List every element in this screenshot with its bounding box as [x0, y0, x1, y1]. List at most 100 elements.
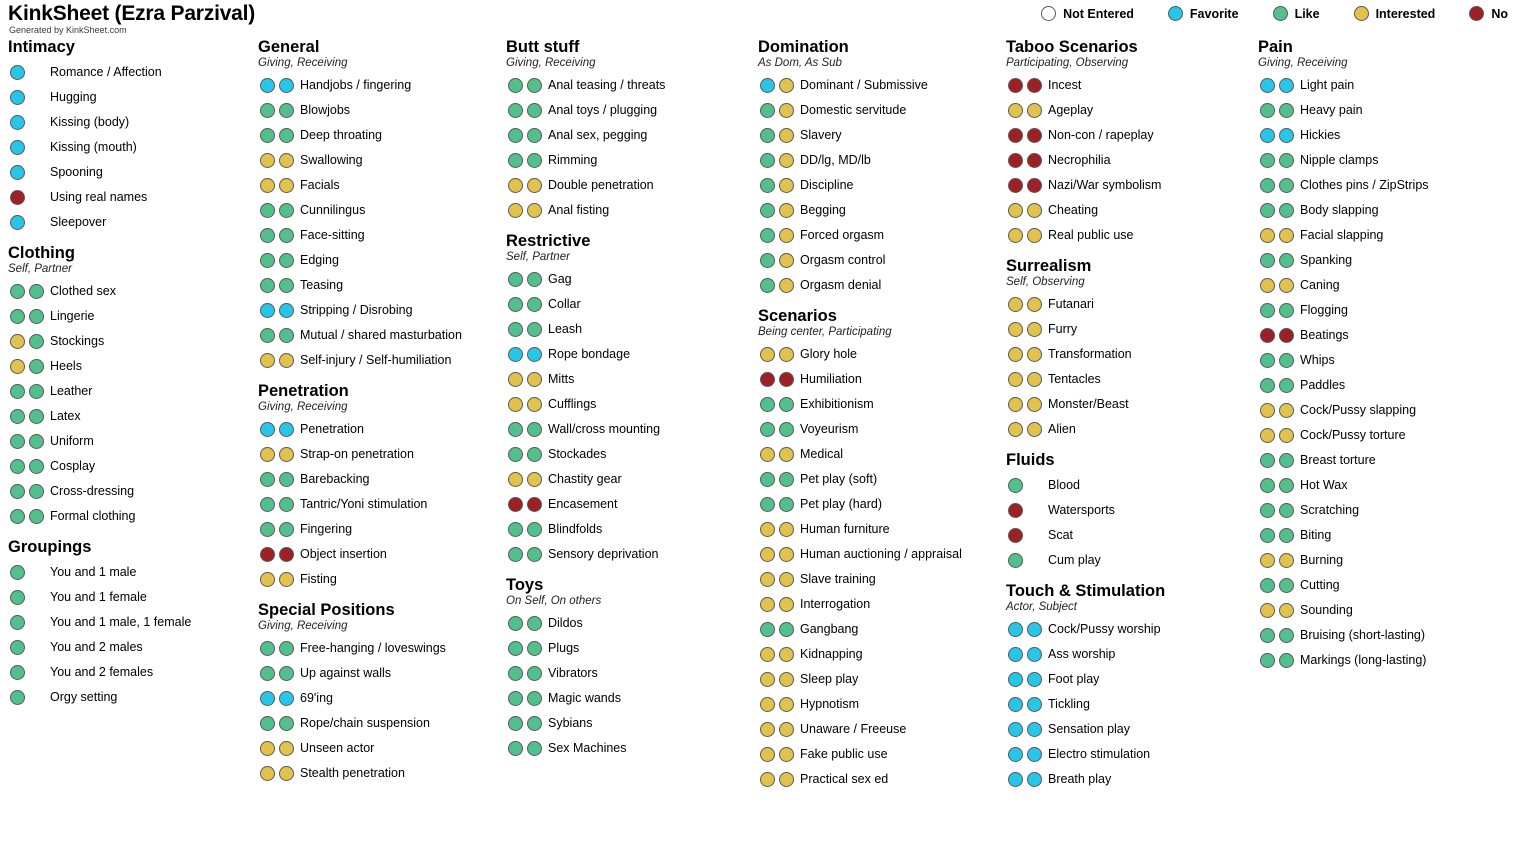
- rating-dot-int-icon[interactable]: [1260, 553, 1275, 568]
- kink-row[interactable]: Beatings: [1258, 323, 1514, 348]
- rating-dot-int-icon[interactable]: [1008, 422, 1023, 437]
- rating-dot-fav-icon[interactable]: [1008, 772, 1023, 787]
- rating-dots[interactable]: [1006, 153, 1048, 168]
- rating-dot-like-icon[interactable]: [29, 409, 44, 424]
- rating-dot-like-icon[interactable]: [279, 666, 294, 681]
- rating-dots[interactable]: [506, 497, 548, 512]
- kink-row[interactable]: Ageplay: [1006, 98, 1256, 123]
- rating-dot-like-icon[interactable]: [10, 640, 25, 655]
- rating-dot-fav-icon[interactable]: [1008, 672, 1023, 687]
- kink-row[interactable]: Mitts: [506, 367, 756, 392]
- kink-row[interactable]: Up against walls: [258, 661, 502, 686]
- rating-dot-fav-icon[interactable]: [1027, 722, 1042, 737]
- rating-dots[interactable]: [1258, 478, 1300, 493]
- rating-dot-no-icon[interactable]: [1008, 528, 1023, 543]
- rating-dot-like-icon[interactable]: [508, 153, 523, 168]
- kink-row[interactable]: Uniform: [8, 429, 258, 454]
- rating-dot-like-icon[interactable]: [760, 103, 775, 118]
- rating-dot-no-icon[interactable]: [508, 497, 523, 512]
- kink-row[interactable]: Kissing (body): [8, 110, 258, 135]
- kink-row[interactable]: Fake public use: [758, 742, 1004, 767]
- rating-dots[interactable]: [758, 697, 800, 712]
- rating-dot-fav-icon[interactable]: [527, 347, 542, 362]
- rating-dots[interactable]: [506, 78, 548, 93]
- rating-dot-like-icon[interactable]: [527, 78, 542, 93]
- kink-row[interactable]: Anal fisting: [506, 198, 756, 223]
- rating-dot-like-icon[interactable]: [527, 103, 542, 118]
- rating-dots[interactable]: [258, 447, 300, 462]
- rating-dot-like-icon[interactable]: [1279, 103, 1294, 118]
- rating-dot-int-icon[interactable]: [508, 372, 523, 387]
- rating-dot-int-icon[interactable]: [1008, 322, 1023, 337]
- kink-row[interactable]: Facial slapping: [1258, 223, 1514, 248]
- rating-dot-like-icon[interactable]: [760, 397, 775, 412]
- rating-dot-like-icon[interactable]: [1008, 553, 1023, 568]
- rating-dot-like-icon[interactable]: [260, 128, 275, 143]
- rating-dots[interactable]: [758, 78, 800, 93]
- rating-dots[interactable]: [758, 103, 800, 118]
- rating-dots[interactable]: [8, 565, 50, 580]
- rating-dot-like-icon[interactable]: [29, 309, 44, 324]
- rating-dots[interactable]: [258, 641, 300, 656]
- rating-dot-like-icon[interactable]: [1279, 578, 1294, 593]
- rating-dot-like-icon[interactable]: [10, 284, 25, 299]
- rating-dot-like-icon[interactable]: [1260, 378, 1275, 393]
- rating-dots[interactable]: [758, 747, 800, 762]
- rating-dots[interactable]: [1006, 347, 1048, 362]
- rating-dots[interactable]: [1006, 297, 1048, 312]
- rating-dot-no-icon[interactable]: [1027, 153, 1042, 168]
- rating-dots[interactable]: [8, 384, 50, 399]
- rating-dot-int-icon[interactable]: [1027, 372, 1042, 387]
- rating-dots[interactable]: [258, 716, 300, 731]
- kink-row[interactable]: Cutting: [1258, 573, 1514, 598]
- rating-dot-like-icon[interactable]: [527, 128, 542, 143]
- kink-row[interactable]: Tentacles: [1006, 367, 1256, 392]
- kink-row[interactable]: Swallowing: [258, 148, 502, 173]
- rating-dot-int-icon[interactable]: [779, 103, 794, 118]
- rating-dot-fav-icon[interactable]: [1027, 647, 1042, 662]
- rating-dot-like-icon[interactable]: [1279, 178, 1294, 193]
- kink-row[interactable]: Electro stimulation: [1006, 742, 1256, 767]
- rating-dot-like-icon[interactable]: [1260, 653, 1275, 668]
- rating-dot-int-icon[interactable]: [779, 522, 794, 537]
- rating-dot-like-icon[interactable]: [508, 297, 523, 312]
- rating-dot-fav-icon[interactable]: [1260, 128, 1275, 143]
- rating-dot-int-icon[interactable]: [1008, 228, 1023, 243]
- rating-dot-int-icon[interactable]: [1008, 103, 1023, 118]
- rating-dots[interactable]: [1258, 503, 1300, 518]
- rating-dots[interactable]: [506, 272, 548, 287]
- rating-dot-like-icon[interactable]: [1260, 628, 1275, 643]
- kink-row[interactable]: Double penetration: [506, 173, 756, 198]
- rating-dot-like-icon[interactable]: [760, 228, 775, 243]
- kink-row[interactable]: You and 2 males: [8, 635, 258, 660]
- rating-dots[interactable]: [506, 666, 548, 681]
- rating-dots[interactable]: [258, 666, 300, 681]
- rating-dot-int-icon[interactable]: [779, 447, 794, 462]
- rating-dot-int-icon[interactable]: [779, 128, 794, 143]
- kink-row[interactable]: Scat: [1006, 523, 1256, 548]
- rating-dot-like-icon[interactable]: [1260, 103, 1275, 118]
- rating-dot-int-icon[interactable]: [760, 672, 775, 687]
- rating-dot-like-icon[interactable]: [1279, 378, 1294, 393]
- kink-row[interactable]: Unseen actor: [258, 736, 502, 761]
- rating-dot-like-icon[interactable]: [527, 297, 542, 312]
- rating-dot-int-icon[interactable]: [779, 597, 794, 612]
- rating-dots[interactable]: [758, 253, 800, 268]
- rating-dot-like-icon[interactable]: [29, 509, 44, 524]
- rating-dot-no-icon[interactable]: [260, 547, 275, 562]
- rating-dot-like-icon[interactable]: [260, 278, 275, 293]
- kink-row[interactable]: Scratching: [1258, 498, 1514, 523]
- rating-dots[interactable]: [258, 153, 300, 168]
- rating-dot-fav-icon[interactable]: [1008, 722, 1023, 737]
- kink-row[interactable]: Monster/Beast: [1006, 392, 1256, 417]
- rating-dot-like-icon[interactable]: [508, 78, 523, 93]
- rating-dots[interactable]: [258, 497, 300, 512]
- rating-dots[interactable]: [758, 278, 800, 293]
- rating-dot-fav-icon[interactable]: [1027, 697, 1042, 712]
- rating-dot-like-icon[interactable]: [527, 666, 542, 681]
- rating-dots[interactable]: [1258, 153, 1300, 168]
- rating-dot-like-icon[interactable]: [760, 422, 775, 437]
- rating-dots[interactable]: [1258, 628, 1300, 643]
- rating-dots[interactable]: [1006, 528, 1048, 543]
- kink-row[interactable]: Spanking: [1258, 248, 1514, 273]
